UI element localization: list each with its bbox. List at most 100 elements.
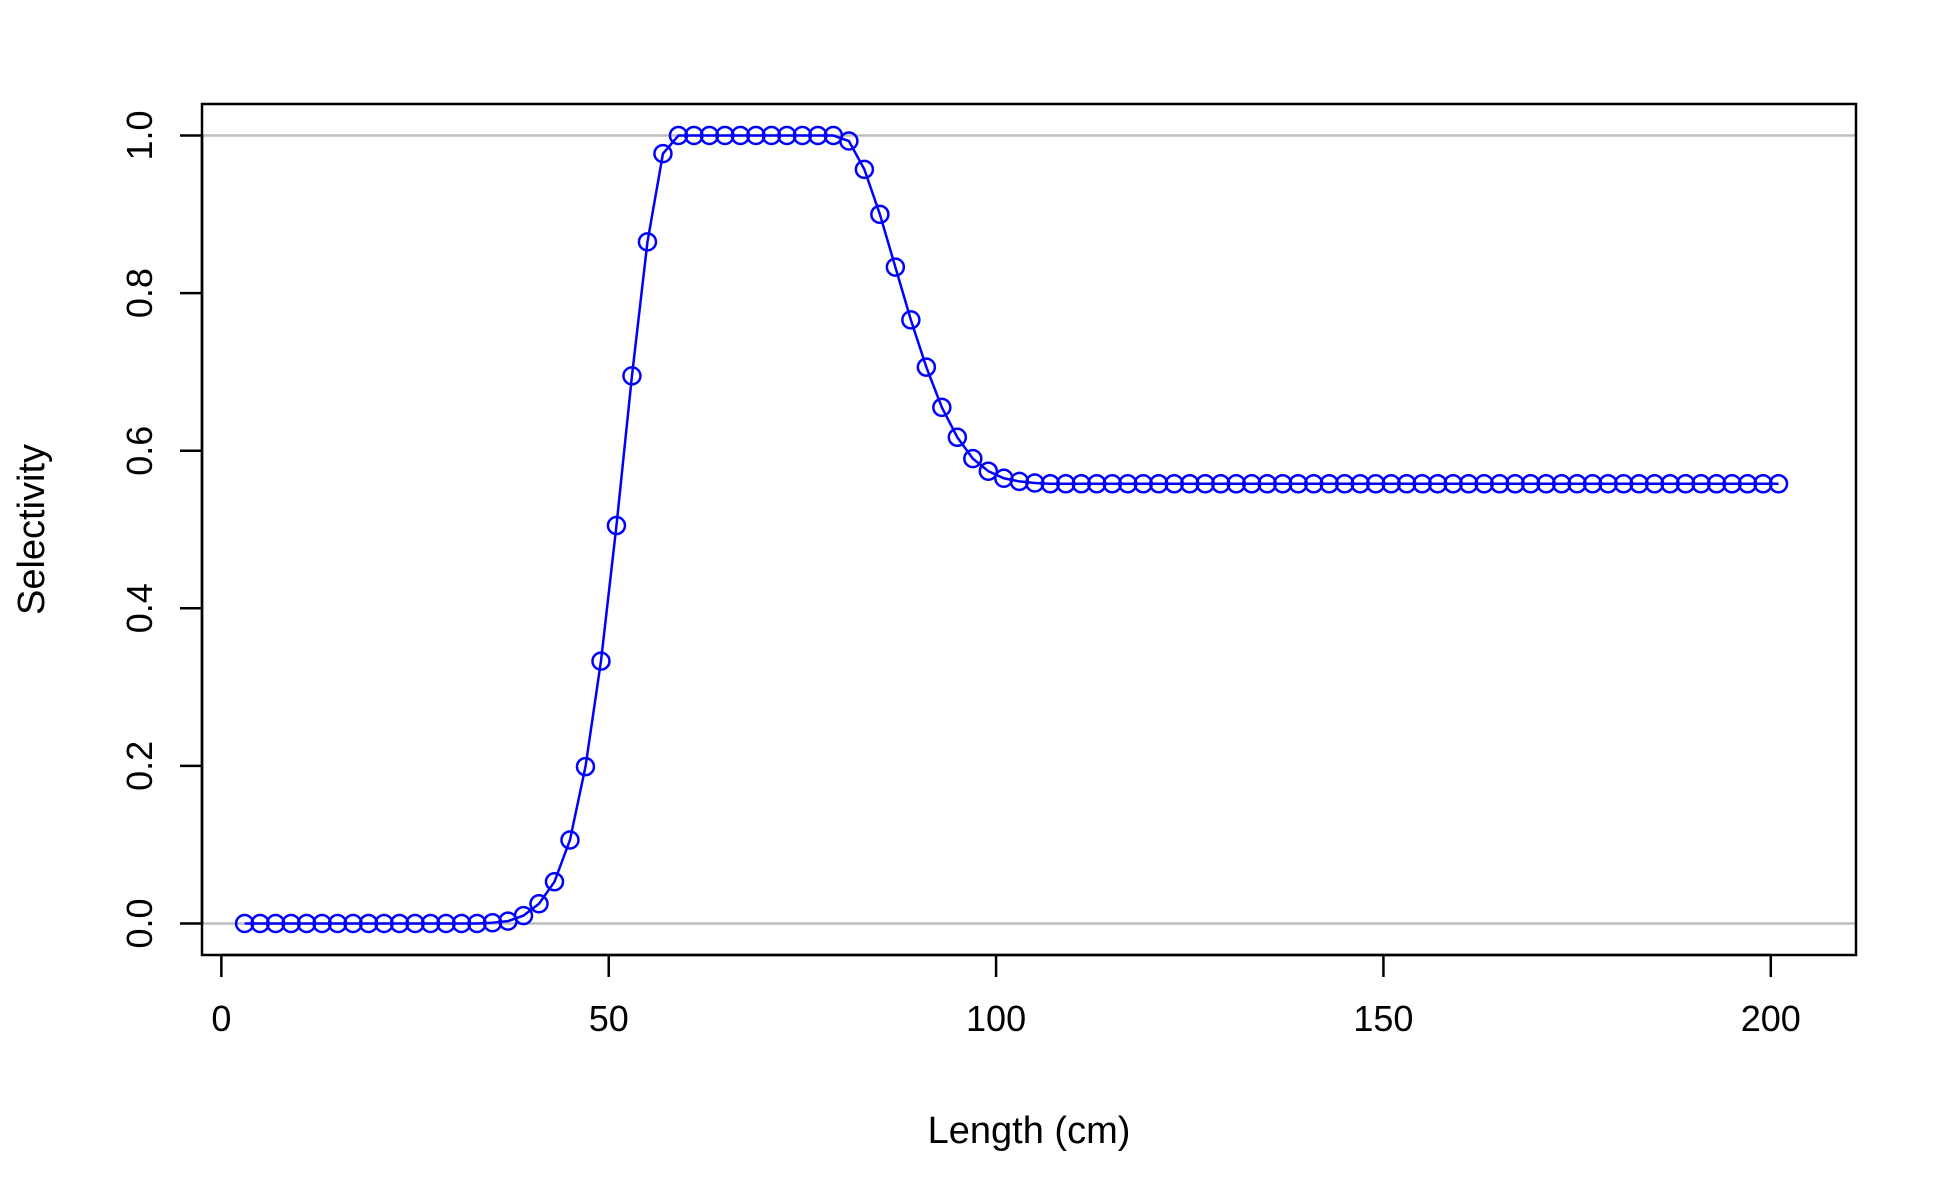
x-axis: 0 50 100 150 200 — [211, 953, 1801, 1039]
data-point — [1458, 474, 1479, 494]
data-point — [746, 125, 766, 146]
data-point — [1505, 474, 1525, 494]
data-point — [544, 871, 565, 892]
data-point — [482, 912, 503, 933]
y-tick-label-4: 0.8 — [119, 268, 160, 318]
data-point — [1040, 474, 1061, 494]
data-point — [374, 913, 394, 934]
data-point — [808, 125, 828, 146]
data-point — [1319, 474, 1339, 494]
data-point — [1551, 474, 1572, 494]
data-point — [1474, 474, 1494, 494]
series-layer — [234, 125, 1789, 934]
data-point — [715, 125, 735, 146]
data-point — [1396, 474, 1417, 494]
data-point — [1056, 474, 1076, 494]
data-point — [1210, 474, 1231, 494]
y-axis-title: Selectivity — [11, 444, 53, 615]
data-point — [234, 913, 255, 934]
data-point — [606, 515, 627, 536]
data-point — [1582, 474, 1603, 494]
data-point — [916, 357, 937, 377]
data-point — [1025, 473, 1045, 493]
data-point — [1257, 474, 1277, 494]
data-point — [1691, 474, 1711, 494]
data-point — [1241, 474, 1262, 494]
data-point — [1675, 474, 1696, 494]
data-point — [1195, 474, 1215, 494]
data-point — [575, 756, 596, 777]
data-point — [932, 397, 952, 418]
data-point — [1272, 474, 1293, 494]
data-point — [1365, 474, 1386, 494]
data-point — [1102, 474, 1123, 494]
y-tick-label-2: 0.4 — [119, 583, 160, 633]
data-point — [854, 159, 875, 180]
data-point — [405, 913, 425, 934]
data-point — [358, 913, 379, 934]
data-point — [1768, 474, 1789, 494]
data-point — [1381, 474, 1401, 494]
data-point — [1443, 474, 1463, 494]
data-point — [436, 913, 456, 934]
data-point — [529, 894, 549, 914]
data-point — [1520, 474, 1541, 494]
data-point — [560, 830, 580, 850]
data-point — [777, 125, 797, 146]
data-point — [451, 913, 472, 934]
data-point — [1644, 474, 1665, 494]
data-point — [1118, 474, 1138, 494]
x-tick-label-0: 0 — [211, 998, 231, 1039]
x-tick-label-1: 50 — [589, 998, 629, 1039]
data-point — [637, 232, 658, 252]
data-point — [870, 204, 890, 225]
y-tick-label-1: 0.2 — [119, 741, 160, 791]
data-point — [1412, 474, 1432, 494]
data-point — [1303, 474, 1324, 494]
data-point — [947, 427, 968, 448]
data-point — [1087, 474, 1107, 494]
data-point — [327, 913, 348, 934]
y-tick-label-3: 0.6 — [119, 426, 160, 476]
y-axis: 0.0 0.2 0.4 0.6 0.8 1.0 — [119, 110, 204, 949]
x-tick-label-2: 100 — [966, 998, 1026, 1039]
data-point — [467, 913, 487, 934]
data-point — [312, 913, 332, 934]
data-point — [1334, 474, 1355, 494]
data-point — [389, 913, 410, 934]
data-point — [1288, 474, 1308, 494]
data-point — [1706, 474, 1727, 494]
data-point — [281, 913, 301, 934]
data-point — [1629, 474, 1649, 494]
data-point — [420, 913, 441, 934]
data-point — [1149, 474, 1169, 494]
data-point — [1009, 471, 1030, 492]
y-tick-label-5: 1.0 — [119, 110, 160, 160]
data-point — [885, 257, 906, 277]
data-point — [343, 913, 363, 934]
data-point — [1753, 474, 1773, 494]
y-tick-label-0: 0.0 — [119, 898, 160, 948]
data-point — [761, 125, 782, 146]
data-point — [792, 125, 813, 146]
data-point — [963, 448, 983, 469]
data-point — [622, 366, 642, 386]
data-point — [653, 143, 673, 164]
data-point — [668, 125, 689, 146]
data-point — [901, 310, 921, 330]
data-point — [699, 125, 720, 146]
data-point — [730, 125, 751, 146]
data-point — [684, 125, 704, 146]
data-point — [1164, 474, 1185, 494]
x-tick-label-4: 200 — [1741, 998, 1801, 1039]
data-point — [1737, 474, 1758, 494]
data-point — [591, 651, 611, 671]
data-point — [1071, 474, 1092, 494]
data-point — [513, 905, 534, 926]
data-point — [1567, 474, 1587, 494]
data-point — [1489, 474, 1510, 494]
x-tick-label-3: 150 — [1353, 998, 1413, 1039]
data-point — [1427, 474, 1448, 494]
